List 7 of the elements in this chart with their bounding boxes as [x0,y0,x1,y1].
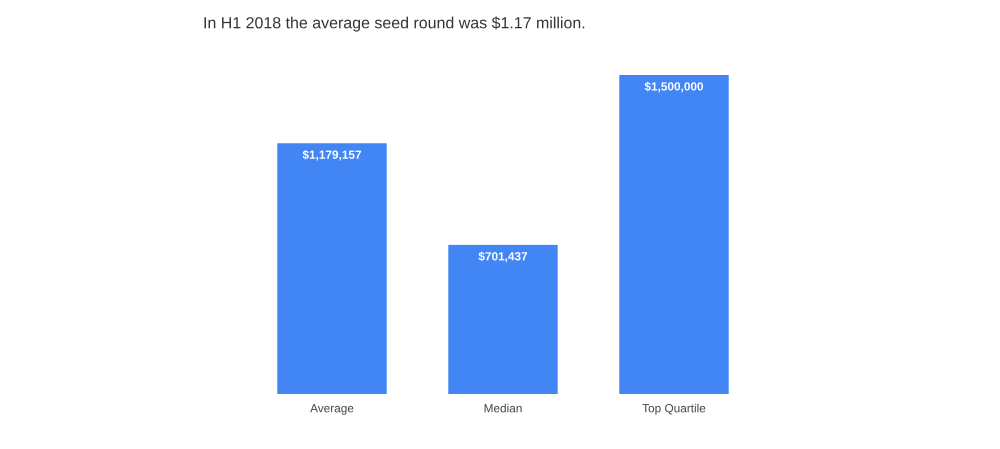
data-label: $1,500,000 [644,82,704,92]
data-label: $1,179,157 [302,150,362,161]
chart-title: In H1 2018 the average seed round was $1.17 million. [204,16,584,32]
x-tick-label: Top Quartile [642,404,706,415]
x-tick-label: Average [310,404,354,415]
x-tick-label: Median [484,404,522,412]
data-label: $701,437 [478,252,528,262]
